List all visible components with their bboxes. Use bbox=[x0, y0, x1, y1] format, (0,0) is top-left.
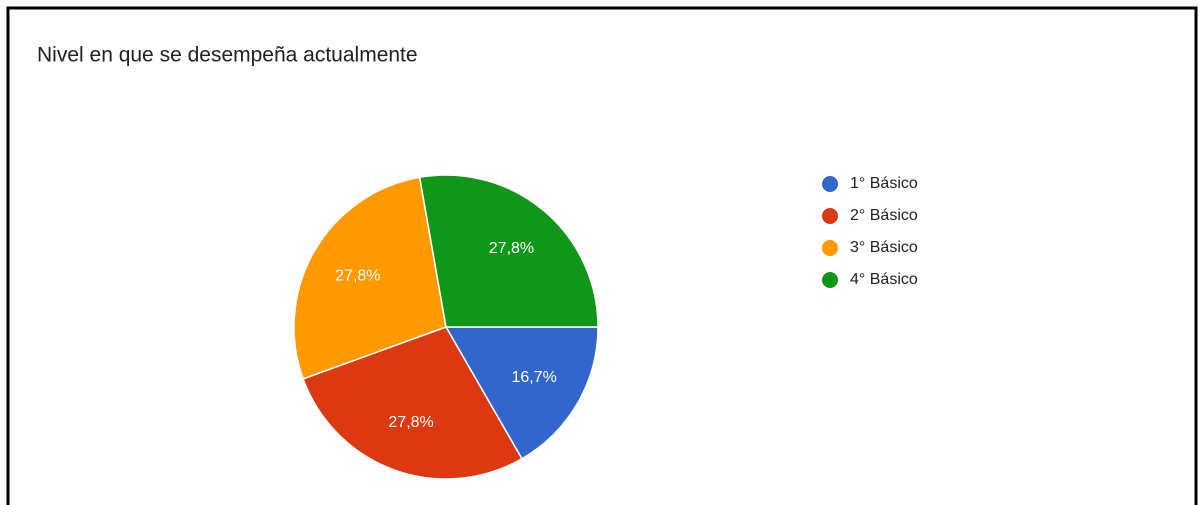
slice-label: 16,7% bbox=[511, 369, 556, 386]
legend-label: 2° Básico bbox=[850, 207, 918, 224]
frame bbox=[6, 6, 1198, 505]
slice-label: 27,8% bbox=[335, 267, 380, 284]
legend-label: 4° Básico bbox=[850, 271, 918, 288]
legend-label: 1° Básico bbox=[850, 175, 918, 192]
chart-title: Nivel en que se desempeña actualmente bbox=[37, 44, 418, 67]
pie-slice bbox=[418, 174, 599, 328]
slice-label: 27,8% bbox=[489, 240, 534, 257]
legend-label: 3° Básico bbox=[850, 239, 918, 256]
legend-swatch bbox=[822, 272, 838, 288]
legend-swatch bbox=[822, 208, 838, 224]
pie-slice bbox=[444, 326, 599, 460]
pie-slice bbox=[302, 326, 523, 480]
pie-slice bbox=[293, 176, 447, 380]
legend-swatch bbox=[822, 240, 838, 256]
slice-label: 27,8% bbox=[388, 414, 433, 431]
legend-swatch bbox=[822, 176, 838, 192]
